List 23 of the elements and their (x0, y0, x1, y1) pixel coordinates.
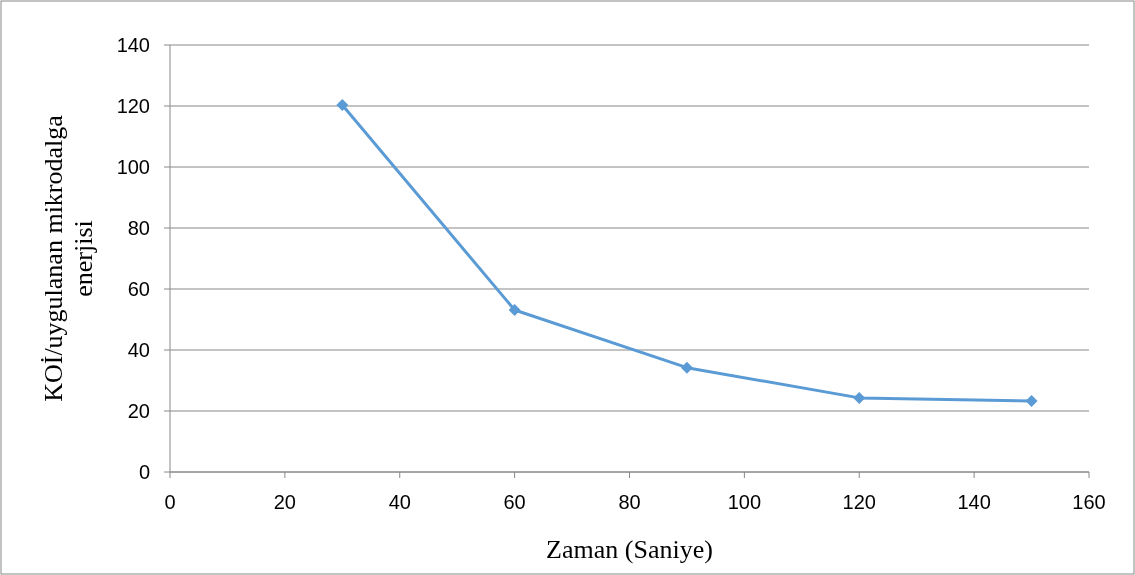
x-tick-label: 60 (503, 491, 526, 513)
point (508, 304, 521, 317)
x-tick-label: 0 (164, 491, 176, 513)
y-tick-label: 60 (127, 278, 150, 300)
point (336, 99, 349, 112)
y-tick-label: 40 (127, 339, 150, 361)
x-axis-title: Zaman (Saniye) (546, 535, 713, 564)
x-tick-label: 140 (957, 491, 991, 513)
x-tick-label: 100 (727, 491, 762, 513)
y-tick-label: 80 (127, 217, 150, 239)
y-tick-label: 140 (116, 34, 150, 56)
y-tick-label: 20 (127, 400, 150, 422)
point (680, 361, 693, 374)
point (1025, 394, 1038, 407)
x-tick-label: 80 (618, 491, 641, 513)
y-axis-title: KOİ/uygulanan mikrodalga enerjisi (39, 114, 98, 402)
x-tick-label: 40 (388, 491, 411, 513)
x-tick-label: 160 (1072, 491, 1106, 513)
y-tick-label: 100 (116, 156, 150, 178)
x-tick-label: 20 (273, 491, 296, 513)
x-tick-label: 120 (842, 491, 876, 513)
y-tick-label: 120 (116, 95, 150, 117)
y-tick-label: 0 (138, 461, 150, 483)
